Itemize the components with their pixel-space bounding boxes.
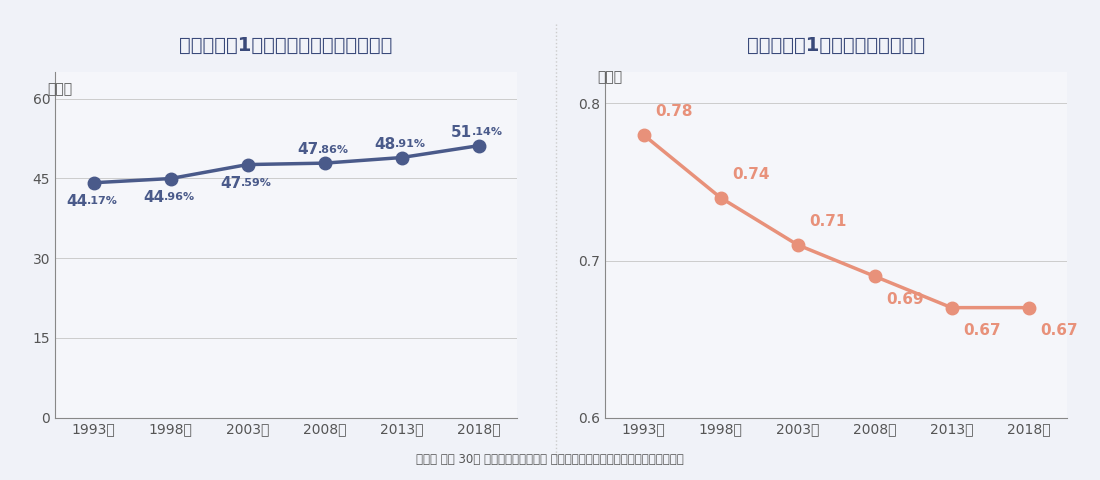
Text: .91%: .91% xyxy=(395,139,427,149)
Text: 44: 44 xyxy=(66,194,87,209)
Text: 0.71: 0.71 xyxy=(808,214,846,229)
Text: 0.74: 0.74 xyxy=(733,167,770,182)
Text: （㎡）: （㎡） xyxy=(47,83,73,96)
Text: 0.78: 0.78 xyxy=(654,104,693,119)
Text: .86%: .86% xyxy=(318,145,350,155)
Text: 47: 47 xyxy=(220,176,241,191)
Text: 47: 47 xyxy=(297,143,318,157)
Text: 0.69: 0.69 xyxy=(887,292,924,307)
Text: 48: 48 xyxy=(374,137,395,152)
Text: 44: 44 xyxy=(143,190,164,204)
Text: 0.67: 0.67 xyxy=(964,324,1001,338)
Text: 0.67: 0.67 xyxy=(1041,324,1078,338)
Title: 共同住宅・1室当たり人員の推移: 共同住宅・1室当たり人員の推移 xyxy=(747,36,925,55)
Text: 総務省 平成 30年 住宅・土地統計調査 住宅及び世帯に関する基本集計結果の概要: 総務省 平成 30年 住宅・土地統計調査 住宅及び世帯に関する基本集計結果の概要 xyxy=(416,453,684,466)
Text: （人）: （人） xyxy=(597,71,623,84)
Title: 共同住宅・1住宅当たり延べ面積の推移: 共同住宅・1住宅当たり延べ面積の推移 xyxy=(179,36,393,55)
Text: .96%: .96% xyxy=(164,192,196,202)
Text: 51: 51 xyxy=(451,125,472,140)
Text: .59%: .59% xyxy=(241,178,272,188)
Text: .14%: .14% xyxy=(472,127,504,137)
Text: .17%: .17% xyxy=(87,196,118,206)
